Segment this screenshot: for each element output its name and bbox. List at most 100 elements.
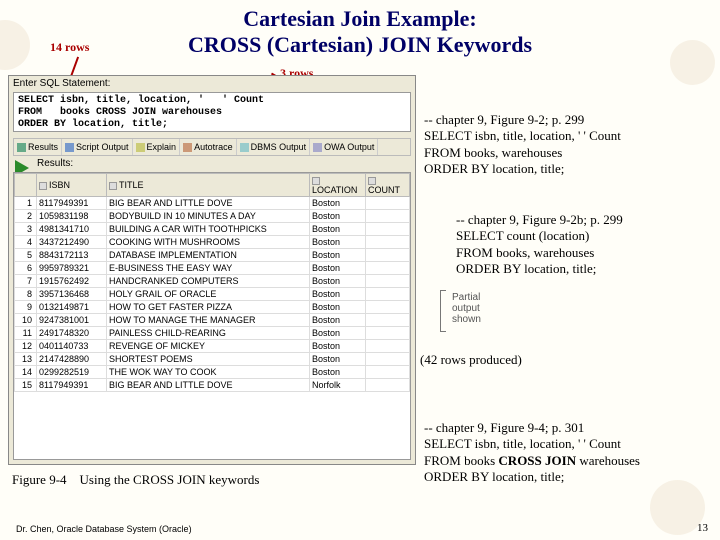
table-row[interactable]: 34981341710BUILDING A CAR WITH TOOTHPICK…	[15, 223, 410, 236]
cell-location: Boston	[310, 249, 366, 262]
code-block-1: -- chapter 9, Figure 9-2; p. 299 SELECT …	[424, 112, 621, 177]
tab-explain-label: Explain	[147, 142, 177, 152]
explain-icon	[136, 143, 145, 152]
figure-text: Using the CROSS JOIN keywords	[80, 472, 260, 487]
cell-rownum: 10	[15, 314, 37, 327]
cell-title: BODYBUILD IN 10 MINUTES A DAY	[107, 210, 310, 223]
code3-a: -- chapter 9, Figure 9-4; p. 301	[424, 420, 640, 436]
table-row[interactable]: 109247381001HOW TO MANAGE THE MANAGERBos…	[15, 314, 410, 327]
cell-count	[366, 197, 410, 210]
cell-location: Norfolk	[310, 379, 366, 392]
table-row[interactable]: 158117949391BIG BEAR AND LITTLE DOVENorf…	[15, 379, 410, 392]
cell-count	[366, 301, 410, 314]
cell-location: Boston	[310, 353, 366, 366]
cell-count	[366, 210, 410, 223]
col-icon	[368, 177, 376, 185]
col-title-label: TITLE	[119, 180, 144, 190]
cell-rownum: 6	[15, 262, 37, 275]
cell-rownum: 11	[15, 327, 37, 340]
cell-title: DATABASE IMPLEMENTATION	[107, 249, 310, 262]
script-icon	[65, 143, 74, 152]
tab-results-label: Results	[28, 142, 58, 152]
code1-c: FROM books, warehouses	[424, 145, 621, 161]
code3-c2: CROSS JOIN	[498, 453, 576, 468]
brace-icon	[440, 290, 446, 332]
cell-location: Boston	[310, 236, 366, 249]
cell-rownum: 13	[15, 353, 37, 366]
partial-output-label: Partial output shown	[452, 292, 481, 325]
cell-isbn: 9247381001	[37, 314, 107, 327]
cell-title: SHORTEST POEMS	[107, 353, 310, 366]
table-row[interactable]: 83957136468HOLY GRAIL OF ORACLEBoston	[15, 288, 410, 301]
code2-d: ORDER BY location, title;	[456, 261, 623, 277]
cell-location: Boston	[310, 314, 366, 327]
partial-c: shown	[452, 314, 481, 325]
code3-b: SELECT isbn, title, location, ' ' Count	[424, 436, 640, 452]
tab-owa-output[interactable]: OWA Output	[310, 139, 378, 155]
col-rownum	[15, 174, 37, 197]
cell-title: PAINLESS CHILD-REARING	[107, 327, 310, 340]
tab-script-output[interactable]: Script Output	[62, 139, 133, 155]
annot-14-rows: 14 rows	[50, 40, 89, 55]
cell-isbn: 8843172113	[37, 249, 107, 262]
rows-produced: (42 rows produced)	[420, 352, 522, 368]
partial-b: output	[452, 303, 481, 314]
cell-title: BIG BEAR AND LITTLE DOVE	[107, 379, 310, 392]
cell-title: REVENGE OF MICKEY	[107, 340, 310, 353]
cell-count	[366, 366, 410, 379]
cell-location: Boston	[310, 366, 366, 379]
tab-results[interactable]: Results	[14, 139, 62, 155]
code3-d: ORDER BY location, title;	[424, 469, 640, 485]
grid-header-row: ISBN TITLE LOCATION COUNT	[15, 174, 410, 197]
table-row[interactable]: 69959789321E-BUSINESS THE EASY WAYBoston	[15, 262, 410, 275]
tab-dbms-output[interactable]: DBMS Output	[237, 139, 311, 155]
table-row[interactable]: 140299282519THE WOK WAY TO COOKBoston	[15, 366, 410, 379]
table-row[interactable]: 90132149871HOW TO GET FASTER PIZZABoston	[15, 301, 410, 314]
cell-isbn: 4981341710	[37, 223, 107, 236]
table-row[interactable]: 18117949391BIG BEAR AND LITTLE DOVEBosto…	[15, 197, 410, 210]
cell-title: BUILDING A CAR WITH TOOTHPICKS	[107, 223, 310, 236]
tab-autotrace[interactable]: Autotrace	[180, 139, 237, 155]
col-icon	[312, 177, 320, 185]
col-count-label: COUNT	[368, 185, 400, 195]
code3-c1: FROM books	[424, 453, 498, 468]
code1-a: -- chapter 9, Figure 9-2; p. 299	[424, 112, 621, 128]
col-location: LOCATION	[310, 174, 366, 197]
tab-explain[interactable]: Explain	[133, 139, 181, 155]
table-row[interactable]: 132147428890SHORTEST POEMSBoston	[15, 353, 410, 366]
cell-location: Boston	[310, 210, 366, 223]
table-row[interactable]: 112491748320PAINLESS CHILD-REARINGBoston	[15, 327, 410, 340]
cell-isbn: 1059831198	[37, 210, 107, 223]
cell-rownum: 3	[15, 223, 37, 236]
cell-location: Boston	[310, 327, 366, 340]
cell-rownum: 9	[15, 301, 37, 314]
cell-title: E-BUSINESS THE EASY WAY	[107, 262, 310, 275]
cell-count	[366, 379, 410, 392]
cell-location: Boston	[310, 340, 366, 353]
table-row[interactable]: 71915762492HANDCRANKED COMPUTERSBoston	[15, 275, 410, 288]
cell-count	[366, 288, 410, 301]
cell-isbn: 0401140733	[37, 340, 107, 353]
cell-location: Boston	[310, 288, 366, 301]
col-isbn: ISBN	[37, 174, 107, 197]
code2-b: SELECT count (location)	[456, 228, 623, 244]
cell-title: THE WOK WAY TO COOK	[107, 366, 310, 379]
table-row[interactable]: 120401140733REVENGE OF MICKEYBoston	[15, 340, 410, 353]
code2-c: FROM books, warehouses	[456, 245, 623, 261]
cell-rownum: 7	[15, 275, 37, 288]
cell-rownum: 1	[15, 197, 37, 210]
code2-a: -- chapter 9, Figure 9-2b; p. 299	[456, 212, 623, 228]
cell-title: HOLY GRAIL OF ORACLE	[107, 288, 310, 301]
slide-title: Cartesian Join Example: CROSS (Cartesian…	[150, 6, 570, 59]
table-row[interactable]: 58843172113DATABASE IMPLEMENTATIONBoston	[15, 249, 410, 262]
table-row[interactable]: 43437212490COOKING WITH MUSHROOMSBoston	[15, 236, 410, 249]
figure-number: Figure 9-4	[12, 472, 67, 487]
cell-rownum: 2	[15, 210, 37, 223]
sql-editor[interactable]: SELECT isbn, title, location, ' ' Count …	[13, 92, 411, 132]
title-line-1: Cartesian Join Example:	[150, 6, 570, 32]
col-loc-label: LOCATION	[312, 185, 357, 195]
cell-count	[366, 236, 410, 249]
table-row[interactable]: 21059831198BODYBUILD IN 10 MINUTES A DAY…	[15, 210, 410, 223]
cell-title: HOW TO MANAGE THE MANAGER	[107, 314, 310, 327]
results-grid: ISBN TITLE LOCATION COUNT 18117949391BIG…	[13, 172, 411, 460]
